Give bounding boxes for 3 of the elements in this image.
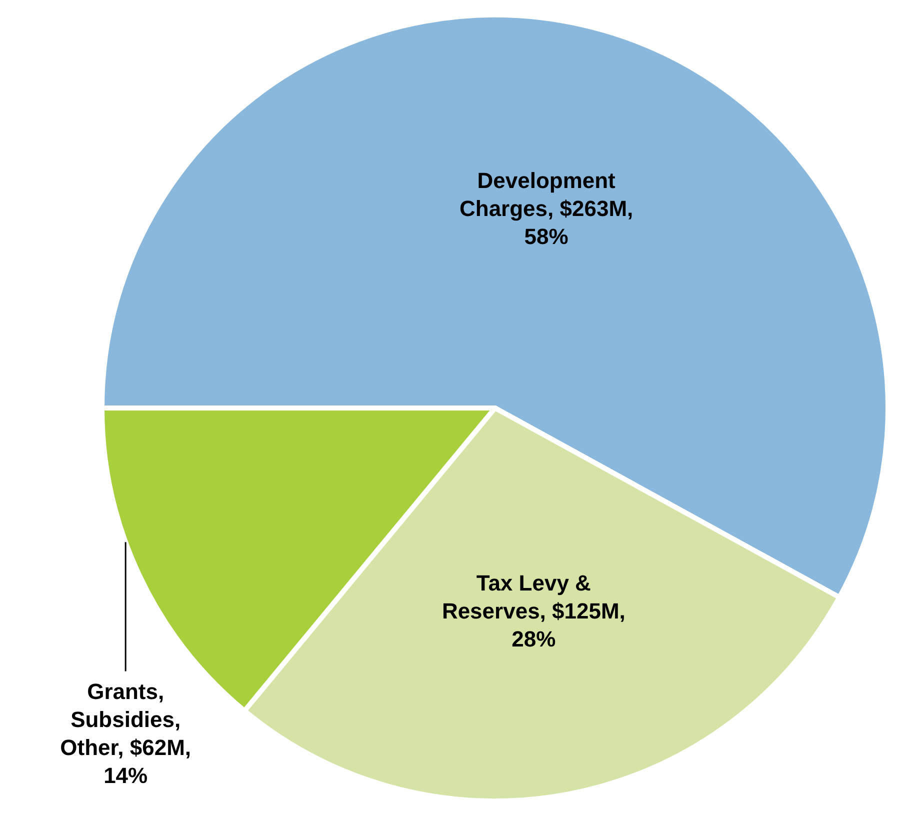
slice-label: Tax Levy & Reserves, $125M, 28% xyxy=(442,570,626,652)
slice-label: Development Charges, $263M, 58% xyxy=(459,168,634,249)
slice-label: Grants, Subsidies, Other, $62M, 14% xyxy=(60,679,191,788)
